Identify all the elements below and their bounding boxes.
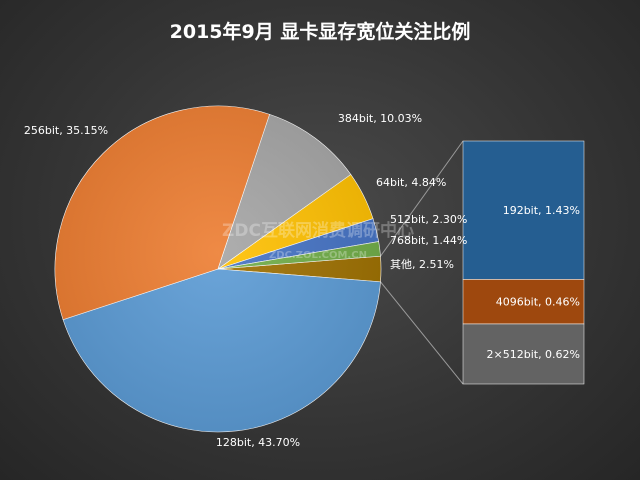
data-label-512bit: 512bit, 2.30%	[390, 213, 467, 226]
data-label-other: 其他, 2.51%	[390, 258, 454, 271]
connector-top	[380, 140, 464, 257]
data-label-128bit: 128bit, 43.70%	[216, 436, 300, 449]
data-label-384bit: 384bit, 10.03%	[338, 112, 422, 125]
breakout-bar	[462, 140, 585, 385]
connector-bottom	[380, 281, 464, 385]
data-label-256bit: 256bit, 35.15%	[24, 124, 108, 137]
data-label-192bit: 192bit, 1.43%	[503, 204, 580, 217]
main-pie	[54, 105, 382, 433]
data-labels: 其他, 2.51% 128bit, 43.70% 256bit, 35.15% 384…	[24, 112, 580, 449]
bar-segment-4096bit	[462, 279, 585, 325]
connector-lines	[380, 140, 464, 385]
data-label-64bit: 64bit, 4.84%	[376, 176, 446, 189]
watermark-line-2: ZDC.ZOL.COM.CN	[269, 250, 367, 261]
watermark-line-1: ZDC互联网消费调研中心	[222, 220, 414, 241]
data-label-2-512bit: 2×512bit, 0.62%	[487, 348, 581, 361]
bar-segment-2-512bit	[462, 323, 585, 385]
data-label-768bit: 768bit, 1.44%	[390, 234, 467, 247]
chart-title: 2015年9月 显卡显存宽位关注比例	[170, 20, 471, 43]
data-label-4096bit: 4096bit, 0.46%	[496, 296, 580, 309]
bar-segment-192bit	[462, 140, 585, 280]
